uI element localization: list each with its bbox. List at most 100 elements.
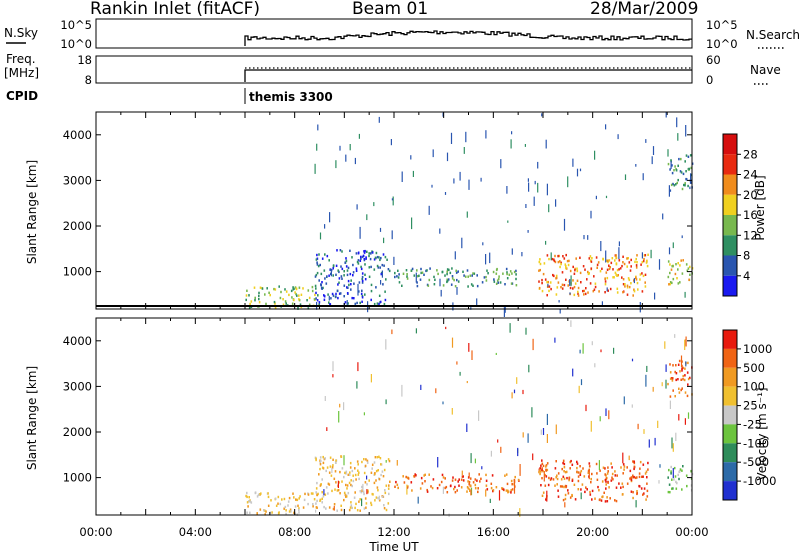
echo-cell <box>261 287 264 290</box>
echo-cell <box>419 278 422 281</box>
power-plot-area <box>96 112 692 309</box>
echo-streak <box>579 349 581 354</box>
echo-cell <box>576 462 579 465</box>
echo-cell <box>356 260 359 264</box>
echo-cell <box>619 267 622 270</box>
echo-cell <box>591 489 594 493</box>
echo-streak <box>511 248 513 255</box>
echo-cell <box>468 480 471 484</box>
echo-cell <box>351 484 353 488</box>
echo-streak <box>519 508 521 517</box>
echo-cell <box>622 255 624 258</box>
echo-streak <box>356 204 358 210</box>
echo-cell <box>689 376 691 380</box>
echo-cell <box>352 263 354 267</box>
echo-cell <box>328 483 331 486</box>
echo-cell <box>487 272 489 275</box>
echo-cell <box>597 485 599 489</box>
x-tick-label: 08:00 <box>278 525 311 539</box>
echo-cell <box>424 473 426 476</box>
echo-cell <box>541 477 543 480</box>
echo-cell <box>633 461 636 465</box>
echo-streak <box>485 489 487 497</box>
echo-cell <box>338 292 341 295</box>
echo-cell <box>343 270 345 273</box>
echo-cell <box>299 495 301 498</box>
echo-cell <box>374 472 376 475</box>
echo-cell <box>295 292 297 296</box>
echo-cell <box>357 473 360 476</box>
echo-streak <box>527 178 529 182</box>
echo-streak <box>466 211 468 218</box>
echo-cell <box>669 168 671 171</box>
echo-cell <box>638 472 641 475</box>
echo-cell <box>339 292 342 295</box>
echo-cell <box>361 489 363 492</box>
echo-streak <box>651 156 653 165</box>
echo-cell <box>386 258 388 261</box>
echo-cell <box>457 280 460 283</box>
y-tick-label: 1000 <box>63 265 92 279</box>
echo-cell <box>321 497 323 500</box>
echo-cell <box>267 504 270 507</box>
echo-cell <box>675 169 678 172</box>
echo-streak <box>639 302 641 313</box>
echo-cell <box>248 306 251 309</box>
echo-streak <box>332 361 334 372</box>
echo-streak <box>676 117 678 128</box>
echo-cell <box>316 257 319 260</box>
echo-streak <box>618 241 620 247</box>
echo-cell <box>640 263 642 266</box>
echo-cell <box>433 283 436 286</box>
echo-cell <box>563 485 565 489</box>
colorbar-tick-label: 28 <box>743 147 758 161</box>
echo-cell <box>455 269 457 272</box>
echo-cell <box>614 259 616 262</box>
echo-cell <box>472 481 475 484</box>
echo-cell <box>554 467 557 470</box>
echo-cell <box>284 288 286 291</box>
echo-cell <box>387 268 390 271</box>
echo-cell <box>565 267 568 270</box>
echo-cell <box>332 507 335 511</box>
echo-cell <box>554 254 556 258</box>
echo-cell <box>636 261 638 264</box>
echo-cell <box>284 505 287 509</box>
echo-cell <box>598 498 601 502</box>
echo-cell <box>511 282 514 285</box>
echo-cell <box>685 170 687 173</box>
echo-cell <box>687 361 689 365</box>
echo-streak <box>678 414 680 421</box>
echo-streak <box>657 420 659 428</box>
echo-cell <box>606 268 609 271</box>
echo-streak <box>319 232 322 240</box>
echo-cell <box>646 476 648 479</box>
echo-cell <box>541 289 544 293</box>
echo-cell <box>355 478 357 481</box>
echo-cell <box>675 263 677 266</box>
echo-cell <box>626 284 629 287</box>
echo-cell <box>332 464 334 467</box>
echo-streak <box>428 205 430 215</box>
echo-streak <box>330 271 332 277</box>
echo-cell <box>258 297 260 301</box>
echo-cell <box>572 287 574 290</box>
echo-streak <box>583 235 585 240</box>
echo-cell <box>346 487 348 490</box>
echo-streak <box>680 355 683 367</box>
echo-cell <box>285 512 287 516</box>
echo-streak <box>671 437 673 449</box>
echo-streak <box>525 327 527 335</box>
echo-cell <box>385 508 388 512</box>
echo-streak <box>361 498 363 507</box>
echo-cell <box>347 302 349 305</box>
echo-cell <box>567 284 569 287</box>
echo-cell <box>610 462 612 465</box>
echo-cell <box>350 504 353 507</box>
echo-cell <box>283 507 285 510</box>
echo-cell <box>579 271 582 275</box>
echo-streak <box>587 235 589 240</box>
echo-cell <box>416 284 419 288</box>
echo-cell <box>562 475 565 478</box>
echo-cell <box>384 255 387 259</box>
